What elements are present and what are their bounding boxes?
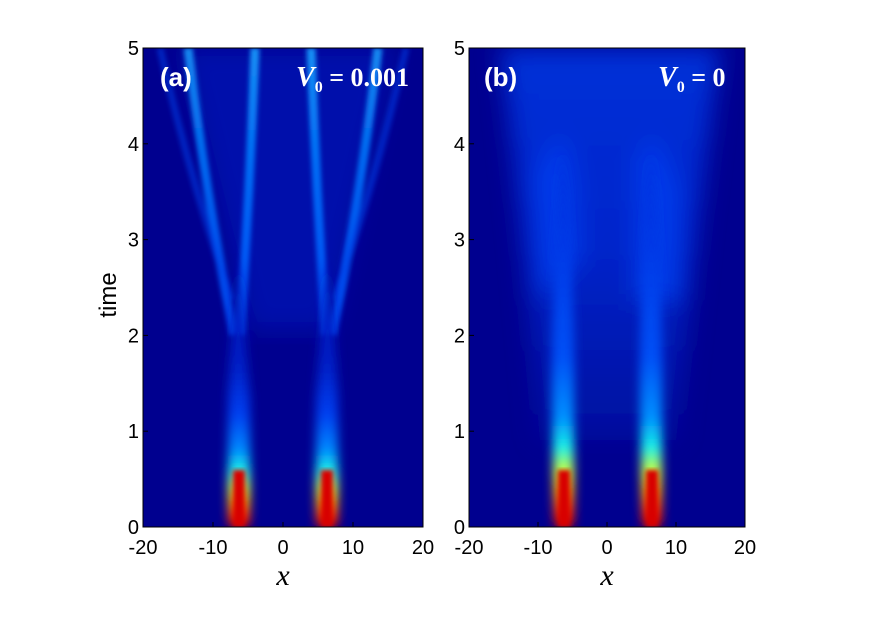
panel-a-xtick-label: -20	[129, 537, 158, 559]
panel-b-ytick-label: 2	[454, 325, 465, 347]
beam-right-a	[316, 260, 338, 527]
panel-b-xtick-label: 20	[734, 537, 756, 559]
panel-b-ytick-label: 5	[454, 38, 465, 60]
beam-left-b	[551, 150, 575, 527]
panel-b-cores	[558, 470, 658, 527]
beam-left-a	[228, 260, 250, 527]
panel-b-ytick-label: 1	[454, 421, 465, 443]
panel-b-ytick-label: 0	[454, 517, 465, 539]
panel-a-xtick-label: 10	[342, 537, 364, 559]
panel-a-xtick-label: 0	[277, 537, 288, 559]
panel-a-label: (a)	[160, 62, 192, 92]
panel-b-xtick-label: -20	[455, 537, 484, 559]
panel-a-branches	[156, 48, 410, 336]
panel-a-cores	[233, 470, 333, 527]
beam-right-b	[639, 150, 663, 527]
branch-far-left	[156, 48, 236, 302]
branch-left-outer	[183, 48, 239, 336]
panel-a-ytick-label: 1	[128, 421, 139, 443]
panel-b-annotation: V0 = 0	[658, 62, 726, 96]
panel-a-ytick-label: 0	[128, 517, 139, 539]
panel-b-ytick-label: 4	[454, 134, 465, 156]
panel-b-label: (b)	[484, 62, 517, 92]
panel-b-xtick-label: -10	[524, 537, 553, 559]
panel-a-ytick-label: 5	[128, 38, 139, 60]
panel-b-beams	[551, 150, 663, 527]
panel-a-ytick-label: 4	[128, 134, 139, 156]
axes-layer: -20 -10 0 10 20 0 1 2 3 4 5 -20 -10 0 10 20 0 1 2 3 4 5	[128, 38, 756, 559]
panel-a-annotation: V0 = 0.001	[296, 62, 409, 96]
panel-b-xlabel: x	[599, 559, 614, 592]
panel-b-xtick-label: 10	[665, 537, 687, 559]
panel-a-beams	[228, 260, 338, 527]
panel-a	[143, 48, 423, 527]
branch-far-right	[330, 48, 410, 302]
panel-b-ytick-label: 3	[454, 230, 465, 252]
panel-b	[469, 48, 745, 527]
panel-a-ylabel: time	[95, 272, 122, 317]
panel-a-ytick-label: 3	[128, 230, 139, 252]
branch-right-outer	[327, 48, 383, 336]
branch-left-inner	[235, 48, 260, 336]
panel-a-xlabel: x	[275, 559, 290, 592]
panel-a-ytick-label: 2	[128, 325, 139, 347]
panel-a-xtick-label: 20	[412, 537, 434, 559]
panel-a-xtick-label: -10	[199, 537, 228, 559]
panel-b-xtick-label: 0	[601, 537, 612, 559]
